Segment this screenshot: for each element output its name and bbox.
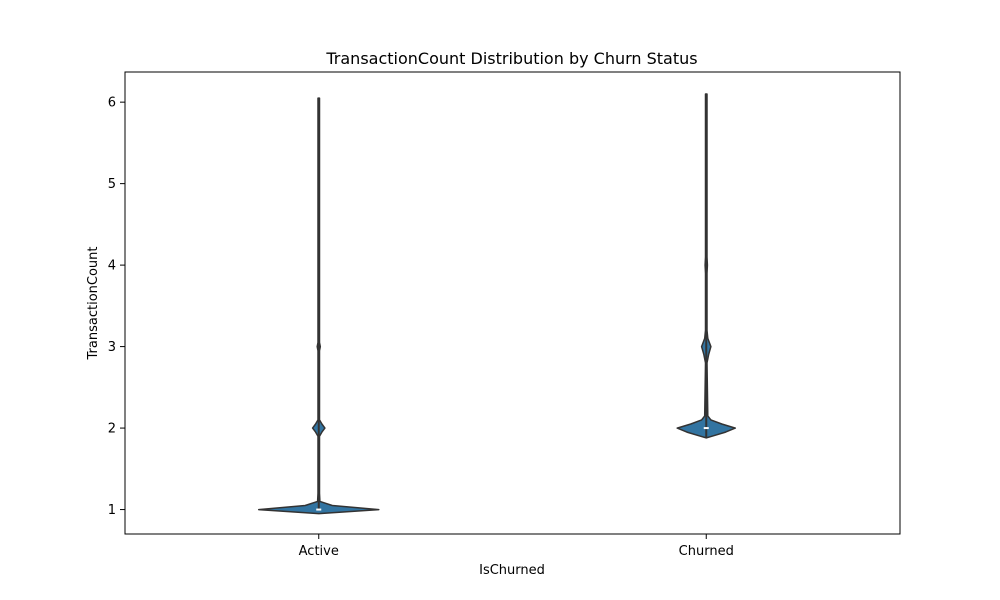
y-tick-label: 6 [108,96,116,111]
y-tick-label: 4 [108,259,116,274]
chart-title: TransactionCount Distribution by Churn S… [325,49,697,68]
y-axis-ticks: 1 2 3 4 5 6 [108,96,125,518]
y-axis-label: TransactionCount [86,247,101,361]
plot-frame [124,71,901,535]
y-tick-label: 5 [108,177,116,192]
y-tick-label: 1 [108,503,116,518]
x-tick-label: Active [299,544,339,559]
y-tick-label: 2 [108,422,116,437]
x-axis-label: IsChurned [479,563,545,578]
y-tick-label: 3 [108,340,116,355]
x-tick-label: Churned [679,544,734,559]
x-axis-ticks: Active Churned [299,534,734,559]
violins-group [257,93,737,515]
